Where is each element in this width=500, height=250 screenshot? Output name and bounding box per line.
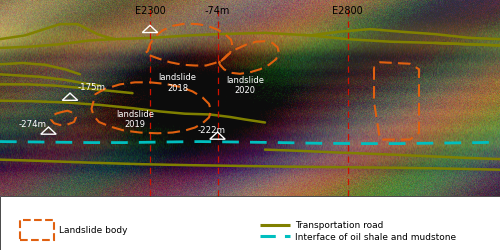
Text: Landslide body: Landslide body (59, 226, 128, 234)
Text: landslide
2020: landslide 2020 (226, 75, 264, 95)
Text: -175m: -175m (78, 83, 106, 92)
Text: landslide
2018: landslide 2018 (158, 73, 196, 92)
Bar (0, 196, 500, 250)
Text: landslide
2019: landslide 2019 (116, 109, 154, 128)
Text: -222m: -222m (198, 126, 226, 134)
Text: Transportation road: Transportation road (295, 220, 384, 230)
Text: -74m: -74m (205, 6, 230, 16)
Text: -274m: -274m (18, 120, 46, 129)
Text: E2300: E2300 (134, 6, 166, 16)
Text: E2800: E2800 (332, 6, 363, 16)
Bar (20, 220, 54, 240)
Text: Interface of oil shale and mudstone: Interface of oil shale and mudstone (295, 232, 456, 241)
